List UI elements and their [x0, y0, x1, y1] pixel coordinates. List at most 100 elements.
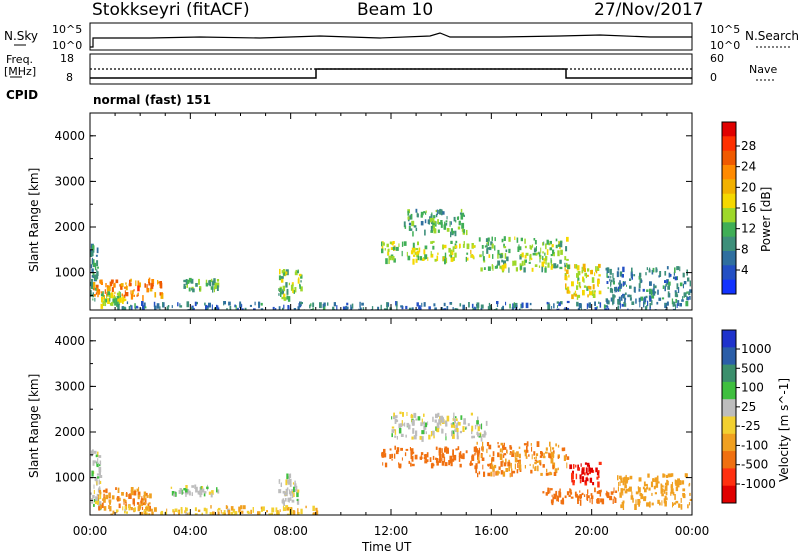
data-cell [235, 305, 237, 310]
data-cell [600, 498, 603, 503]
data-cell [594, 307, 598, 310]
data-cell [652, 288, 655, 293]
data-cell [123, 294, 126, 299]
data-cell [534, 466, 537, 471]
data-cell [657, 499, 660, 504]
data-cell [581, 492, 584, 496]
data-cell [564, 256, 567, 261]
data-cell [429, 216, 432, 219]
data-cell [453, 454, 457, 461]
data-cell [282, 505, 285, 512]
data-cell [624, 297, 626, 304]
data-cell [444, 252, 447, 259]
x-tick-label: 00:00 [675, 524, 710, 538]
data-cell [109, 302, 113, 306]
data-cell [282, 498, 285, 505]
data-cell [547, 262, 550, 268]
data-cell [424, 254, 428, 260]
data-cell [130, 278, 132, 282]
data-cell [511, 451, 514, 457]
data-cell [117, 304, 120, 310]
data-cell [543, 452, 545, 458]
data-cell [400, 423, 403, 428]
data-cell [538, 265, 541, 268]
data-cell [530, 308, 532, 310]
data-cell [412, 242, 415, 249]
data-cell [586, 303, 588, 309]
data-cell [579, 499, 582, 506]
data-cell [90, 290, 92, 297]
data-cell [589, 290, 591, 296]
data-cell [217, 307, 220, 310]
data-cell [649, 501, 651, 508]
data-cell [581, 476, 585, 482]
data-cell [689, 289, 692, 293]
data-cell [90, 251, 93, 257]
data-cell [592, 469, 595, 473]
data-cell [676, 482, 680, 487]
data-cell [432, 245, 435, 250]
data-cell [272, 306, 275, 310]
data-cell [588, 495, 590, 499]
data-cell [120, 286, 123, 290]
data-cell [459, 303, 462, 307]
data-cell [315, 510, 319, 515]
data-cell [601, 498, 605, 505]
data-cell [564, 262, 566, 268]
data-cell [135, 305, 138, 309]
data-cell [452, 246, 455, 253]
data-cell [239, 303, 242, 308]
data-cell [651, 502, 654, 506]
data-cell [186, 283, 188, 288]
data-cell [381, 241, 383, 247]
data-cell [623, 301, 625, 305]
data-cell [108, 493, 111, 498]
data-cell [117, 487, 120, 493]
data-cell [105, 299, 108, 303]
data-cell [465, 427, 467, 430]
data-cell [475, 467, 478, 474]
data-cell [95, 274, 99, 279]
data-cell [148, 502, 151, 505]
data-cell [579, 494, 582, 499]
data-cell [413, 435, 417, 440]
data-cell [687, 296, 689, 301]
data-cell [441, 458, 443, 462]
data-cell [496, 301, 499, 307]
cpid-text: normal (fast) 151 [93, 93, 211, 107]
data-cell [399, 411, 402, 415]
data-cell [192, 288, 195, 293]
data-cell [290, 507, 293, 510]
data-cell [450, 256, 454, 262]
data-cell [424, 422, 428, 428]
data-cell [647, 473, 650, 478]
data-cell [664, 271, 667, 276]
data-cell [408, 460, 411, 464]
data-cell [566, 307, 570, 310]
data-cell [203, 491, 207, 494]
data-cell [586, 462, 590, 467]
data-cell [408, 222, 412, 226]
data-cell [93, 484, 95, 489]
data-cell [566, 236, 569, 242]
data-cell [514, 463, 516, 470]
data-cell [415, 248, 419, 251]
data-cell [94, 460, 97, 464]
data-cell [288, 477, 290, 481]
data-cell [571, 281, 574, 287]
data-cell [648, 487, 651, 491]
data-cell [553, 493, 556, 500]
data-cell [239, 301, 242, 304]
data-cell [531, 267, 534, 272]
data-cell [661, 297, 665, 300]
data-cell [597, 481, 600, 488]
data-cell [539, 462, 542, 466]
data-cell [112, 510, 115, 514]
data-cell [291, 491, 294, 494]
data-cell [477, 456, 480, 463]
data-cell [420, 452, 424, 456]
data-cell [412, 422, 414, 426]
data-cell [559, 488, 561, 494]
data-cell [189, 280, 192, 283]
data-cell [217, 509, 219, 512]
